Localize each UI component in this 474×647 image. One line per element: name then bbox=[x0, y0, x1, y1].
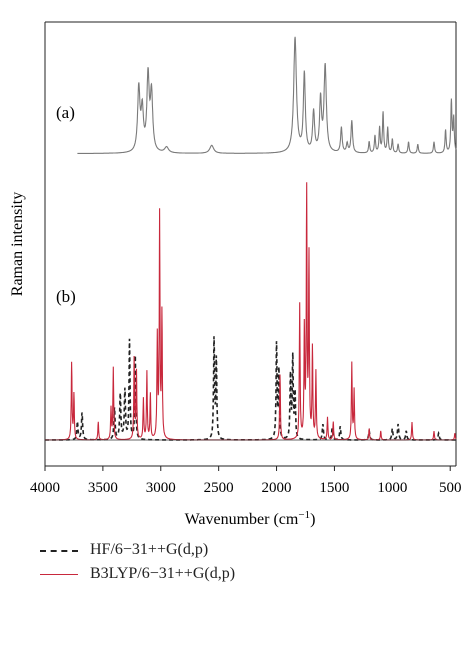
legend-item-b3lyp: B3LYP/6−31++G(d,p) bbox=[40, 564, 340, 588]
b3lyp-series-line bbox=[45, 182, 457, 441]
x-axis-label-main: Wavenumber (cm bbox=[185, 511, 299, 528]
x-ticks bbox=[44, 466, 451, 471]
legend: HF/6−31++G(d,p) B3LYP/6−31++G(d,p) bbox=[40, 540, 340, 588]
x-tick-label: 3500 bbox=[88, 480, 118, 496]
raman-chart: 4000 3500 3000 2500 2000 1500 1000 500 (a) (b) … bbox=[9, 21, 461, 528]
panel-b-label: (b) bbox=[56, 287, 76, 306]
x-tick-label: 3000 bbox=[146, 480, 176, 496]
x-axis-label: Wavenumber (cm−1) bbox=[185, 509, 316, 528]
x-tick-label: 2500 bbox=[204, 480, 234, 496]
y-axis-label: Raman intensity bbox=[9, 192, 26, 296]
legend-swatch-solid bbox=[40, 574, 78, 575]
x-tick-labels: 4000 3500 3000 2500 2000 1500 1000 500 bbox=[30, 480, 461, 496]
x-axis-label-tail: ) bbox=[310, 511, 315, 528]
x-axis-label-sup: −1 bbox=[298, 509, 310, 521]
legend-label-b3lyp: B3LYP/6−31++G(d,p) bbox=[90, 565, 236, 582]
panel-a-label: (a) bbox=[56, 103, 75, 122]
legend-swatch-dashed bbox=[40, 550, 78, 552]
legend-item-hf: HF/6−31++G(d,p) bbox=[40, 540, 340, 564]
experimental-series-line bbox=[77, 36, 457, 154]
panel-a: (a) bbox=[56, 36, 457, 154]
hf-series-line bbox=[45, 336, 456, 441]
legend-label-hf: HF/6−31++G(d,p) bbox=[90, 541, 209, 558]
x-tick-label: 1000 bbox=[377, 480, 407, 496]
x-tick-label: 4000 bbox=[30, 480, 60, 496]
x-tick-label: 2000 bbox=[262, 480, 292, 496]
x-tick-label: 1500 bbox=[319, 480, 349, 496]
panel-b: (b) bbox=[45, 182, 457, 441]
x-tick-label: 500 bbox=[439, 480, 462, 496]
